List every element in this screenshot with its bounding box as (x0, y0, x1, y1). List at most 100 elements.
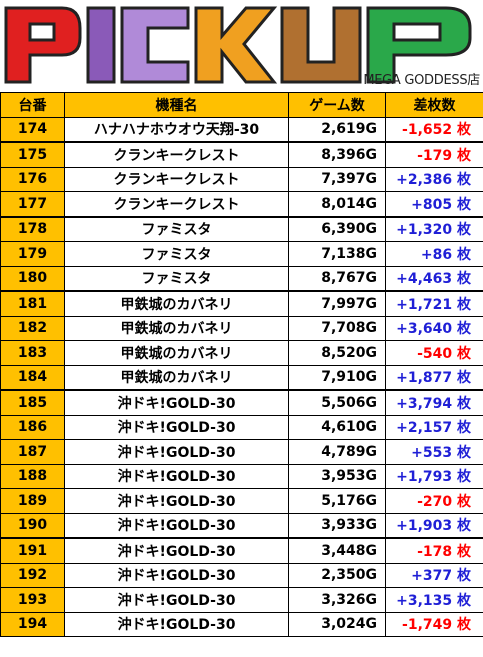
table-row: 188 沖ドキ!GOLD-30 3,953G +1,793 枚 (0, 463, 483, 489)
difference-cell: +1,793 枚 (385, 463, 483, 489)
logo-letter-k (194, 6, 278, 84)
machine-name-cell: 沖ドキ!GOLD-30 (64, 463, 289, 489)
store-name: MEGA GODDESS店 (363, 73, 480, 88)
machine-name-cell: 沖ドキ!GOLD-30 (64, 512, 289, 539)
machine-name-cell: ハナハナホウオウ天翔-30 (64, 116, 289, 143)
difference-cell: +2,157 枚 (385, 414, 483, 440)
difference-cell: -179 枚 (385, 141, 483, 168)
machine-number-cell: 177 (0, 191, 65, 218)
table-row: 183 甲鉄城のカバネリ 8,520G -540 枚 (0, 340, 483, 366)
pickup-table: 台番 機種名 ゲーム数 差枚数 174 ハナハナホウオウ天翔-30 2,619G -1… (0, 92, 483, 637)
table-header-row: 台番 機種名 ゲーム数 差枚数 (0, 92, 483, 118)
difference-cell: -270 枚 (385, 488, 483, 514)
machine-name-cell: クランキークレスト (64, 191, 289, 218)
table-row: 194 沖ドキ!GOLD-30 3,024G -1,749 枚 (0, 611, 483, 637)
game-count-cell: 3,953G (288, 463, 386, 489)
table-row: 184 甲鉄城のカバネリ 7,910G +1,877 枚 (0, 364, 483, 391)
table-row: 176 クランキークレスト 7,397G +2,386 枚 (0, 166, 483, 192)
machine-number-cell: 192 (0, 562, 65, 588)
game-count-cell: 7,397G (288, 166, 386, 192)
machine-number-cell: 174 (0, 116, 65, 143)
machine-number-cell: 194 (0, 611, 65, 637)
machine-name-cell: 沖ドキ!GOLD-30 (64, 488, 289, 514)
game-count-cell: 8,520G (288, 340, 386, 366)
machine-name-cell: ファミスタ (64, 241, 289, 267)
machine-name-cell: 沖ドキ!GOLD-30 (64, 562, 289, 588)
game-count-cell: 5,506G (288, 389, 386, 416)
logo-letter-i (86, 6, 116, 84)
header-machine-number: 台番 (0, 92, 65, 118)
table-row: 190 沖ドキ!GOLD-30 3,933G +1,903 枚 (0, 512, 483, 539)
table-row: 179 ファミスタ 7,138G +86 枚 (0, 241, 483, 267)
game-count-cell: 7,708G (288, 315, 386, 341)
machine-number-cell: 181 (0, 290, 65, 317)
table-row: 189 沖ドキ!GOLD-30 5,176G -270 枚 (0, 488, 483, 514)
table-row: 182 甲鉄城のカバネリ 7,708G +3,640 枚 (0, 315, 483, 341)
table-row: 175 クランキークレスト 8,396G -179 枚 (0, 141, 483, 168)
difference-cell: -540 枚 (385, 340, 483, 366)
table-row: 185 沖ドキ!GOLD-30 5,506G +3,794 枚 (0, 389, 483, 416)
machine-number-cell: 190 (0, 512, 65, 539)
logo-letter-u (280, 6, 362, 84)
game-count-cell: 8,396G (288, 141, 386, 168)
difference-cell: +553 枚 (385, 439, 483, 465)
game-count-cell: 3,326G (288, 587, 386, 613)
difference-cell: +3,135 枚 (385, 587, 483, 613)
header-machine-name: 機種名 (64, 92, 289, 118)
difference-cell: +1,877 枚 (385, 364, 483, 391)
difference-cell: -1,652 枚 (385, 116, 483, 143)
game-count-cell: 7,910G (288, 364, 386, 391)
machine-name-cell: 甲鉄城のカバネリ (64, 340, 289, 366)
difference-cell: +1,721 枚 (385, 290, 483, 317)
game-count-cell: 3,024G (288, 611, 386, 637)
machine-number-cell: 189 (0, 488, 65, 514)
machine-number-cell: 191 (0, 537, 65, 564)
header-difference: 差枚数 (385, 92, 483, 118)
logo-letter-p2 (366, 6, 472, 84)
difference-cell: +1,903 枚 (385, 512, 483, 539)
machine-number-cell: 185 (0, 389, 65, 416)
machine-name-cell: 沖ドキ!GOLD-30 (64, 414, 289, 440)
machine-name-cell: 甲鉄城のカバネリ (64, 364, 289, 391)
game-count-cell: 4,789G (288, 439, 386, 465)
logo-letter-p (4, 6, 82, 84)
difference-cell: -1,749 枚 (385, 611, 483, 637)
difference-cell: +805 枚 (385, 191, 483, 218)
machine-name-cell: ファミスタ (64, 216, 289, 242)
game-count-cell: 4,610G (288, 414, 386, 440)
pickup-banner: MEGA GODDESS店 (0, 0, 483, 92)
machine-number-cell: 183 (0, 340, 65, 366)
machine-number-cell: 187 (0, 439, 65, 465)
game-count-cell: 7,138G (288, 241, 386, 267)
difference-cell: +3,640 枚 (385, 315, 483, 341)
logo-letter-c (120, 6, 190, 84)
machine-number-cell: 180 (0, 265, 65, 292)
table-row: 174 ハナハナホウオウ天翔-30 2,619G -1,652 枚 (0, 116, 483, 143)
pickup-logo (4, 6, 472, 84)
machine-name-cell: クランキークレスト (64, 166, 289, 192)
table-row: 177 クランキークレスト 8,014G +805 枚 (0, 191, 483, 218)
machine-number-cell: 182 (0, 315, 65, 341)
game-count-cell: 7,997G (288, 290, 386, 317)
machine-number-cell: 178 (0, 216, 65, 242)
difference-cell: +86 枚 (385, 241, 483, 267)
machine-name-cell: クランキークレスト (64, 141, 289, 168)
difference-cell: +1,320 枚 (385, 216, 483, 242)
table-row: 193 沖ドキ!GOLD-30 3,326G +3,135 枚 (0, 587, 483, 613)
table-row: 191 沖ドキ!GOLD-30 3,448G -178 枚 (0, 537, 483, 564)
machine-name-cell: 沖ドキ!GOLD-30 (64, 537, 289, 564)
table-row: 181 甲鉄城のカバネリ 7,997G +1,721 枚 (0, 290, 483, 317)
table-row: 186 沖ドキ!GOLD-30 4,610G +2,157 枚 (0, 414, 483, 440)
machine-name-cell: 甲鉄城のカバネリ (64, 315, 289, 341)
game-count-cell: 3,933G (288, 512, 386, 539)
machine-number-cell: 188 (0, 463, 65, 489)
table-row: 187 沖ドキ!GOLD-30 4,789G +553 枚 (0, 439, 483, 465)
machine-name-cell: 沖ドキ!GOLD-30 (64, 587, 289, 613)
table-row: 178 ファミスタ 6,390G +1,320 枚 (0, 216, 483, 242)
game-count-cell: 2,350G (288, 562, 386, 588)
game-count-cell: 2,619G (288, 116, 386, 143)
machine-number-cell: 193 (0, 587, 65, 613)
difference-cell: +2,386 枚 (385, 166, 483, 192)
difference-cell: +4,463 枚 (385, 265, 483, 292)
machine-name-cell: ファミスタ (64, 265, 289, 292)
